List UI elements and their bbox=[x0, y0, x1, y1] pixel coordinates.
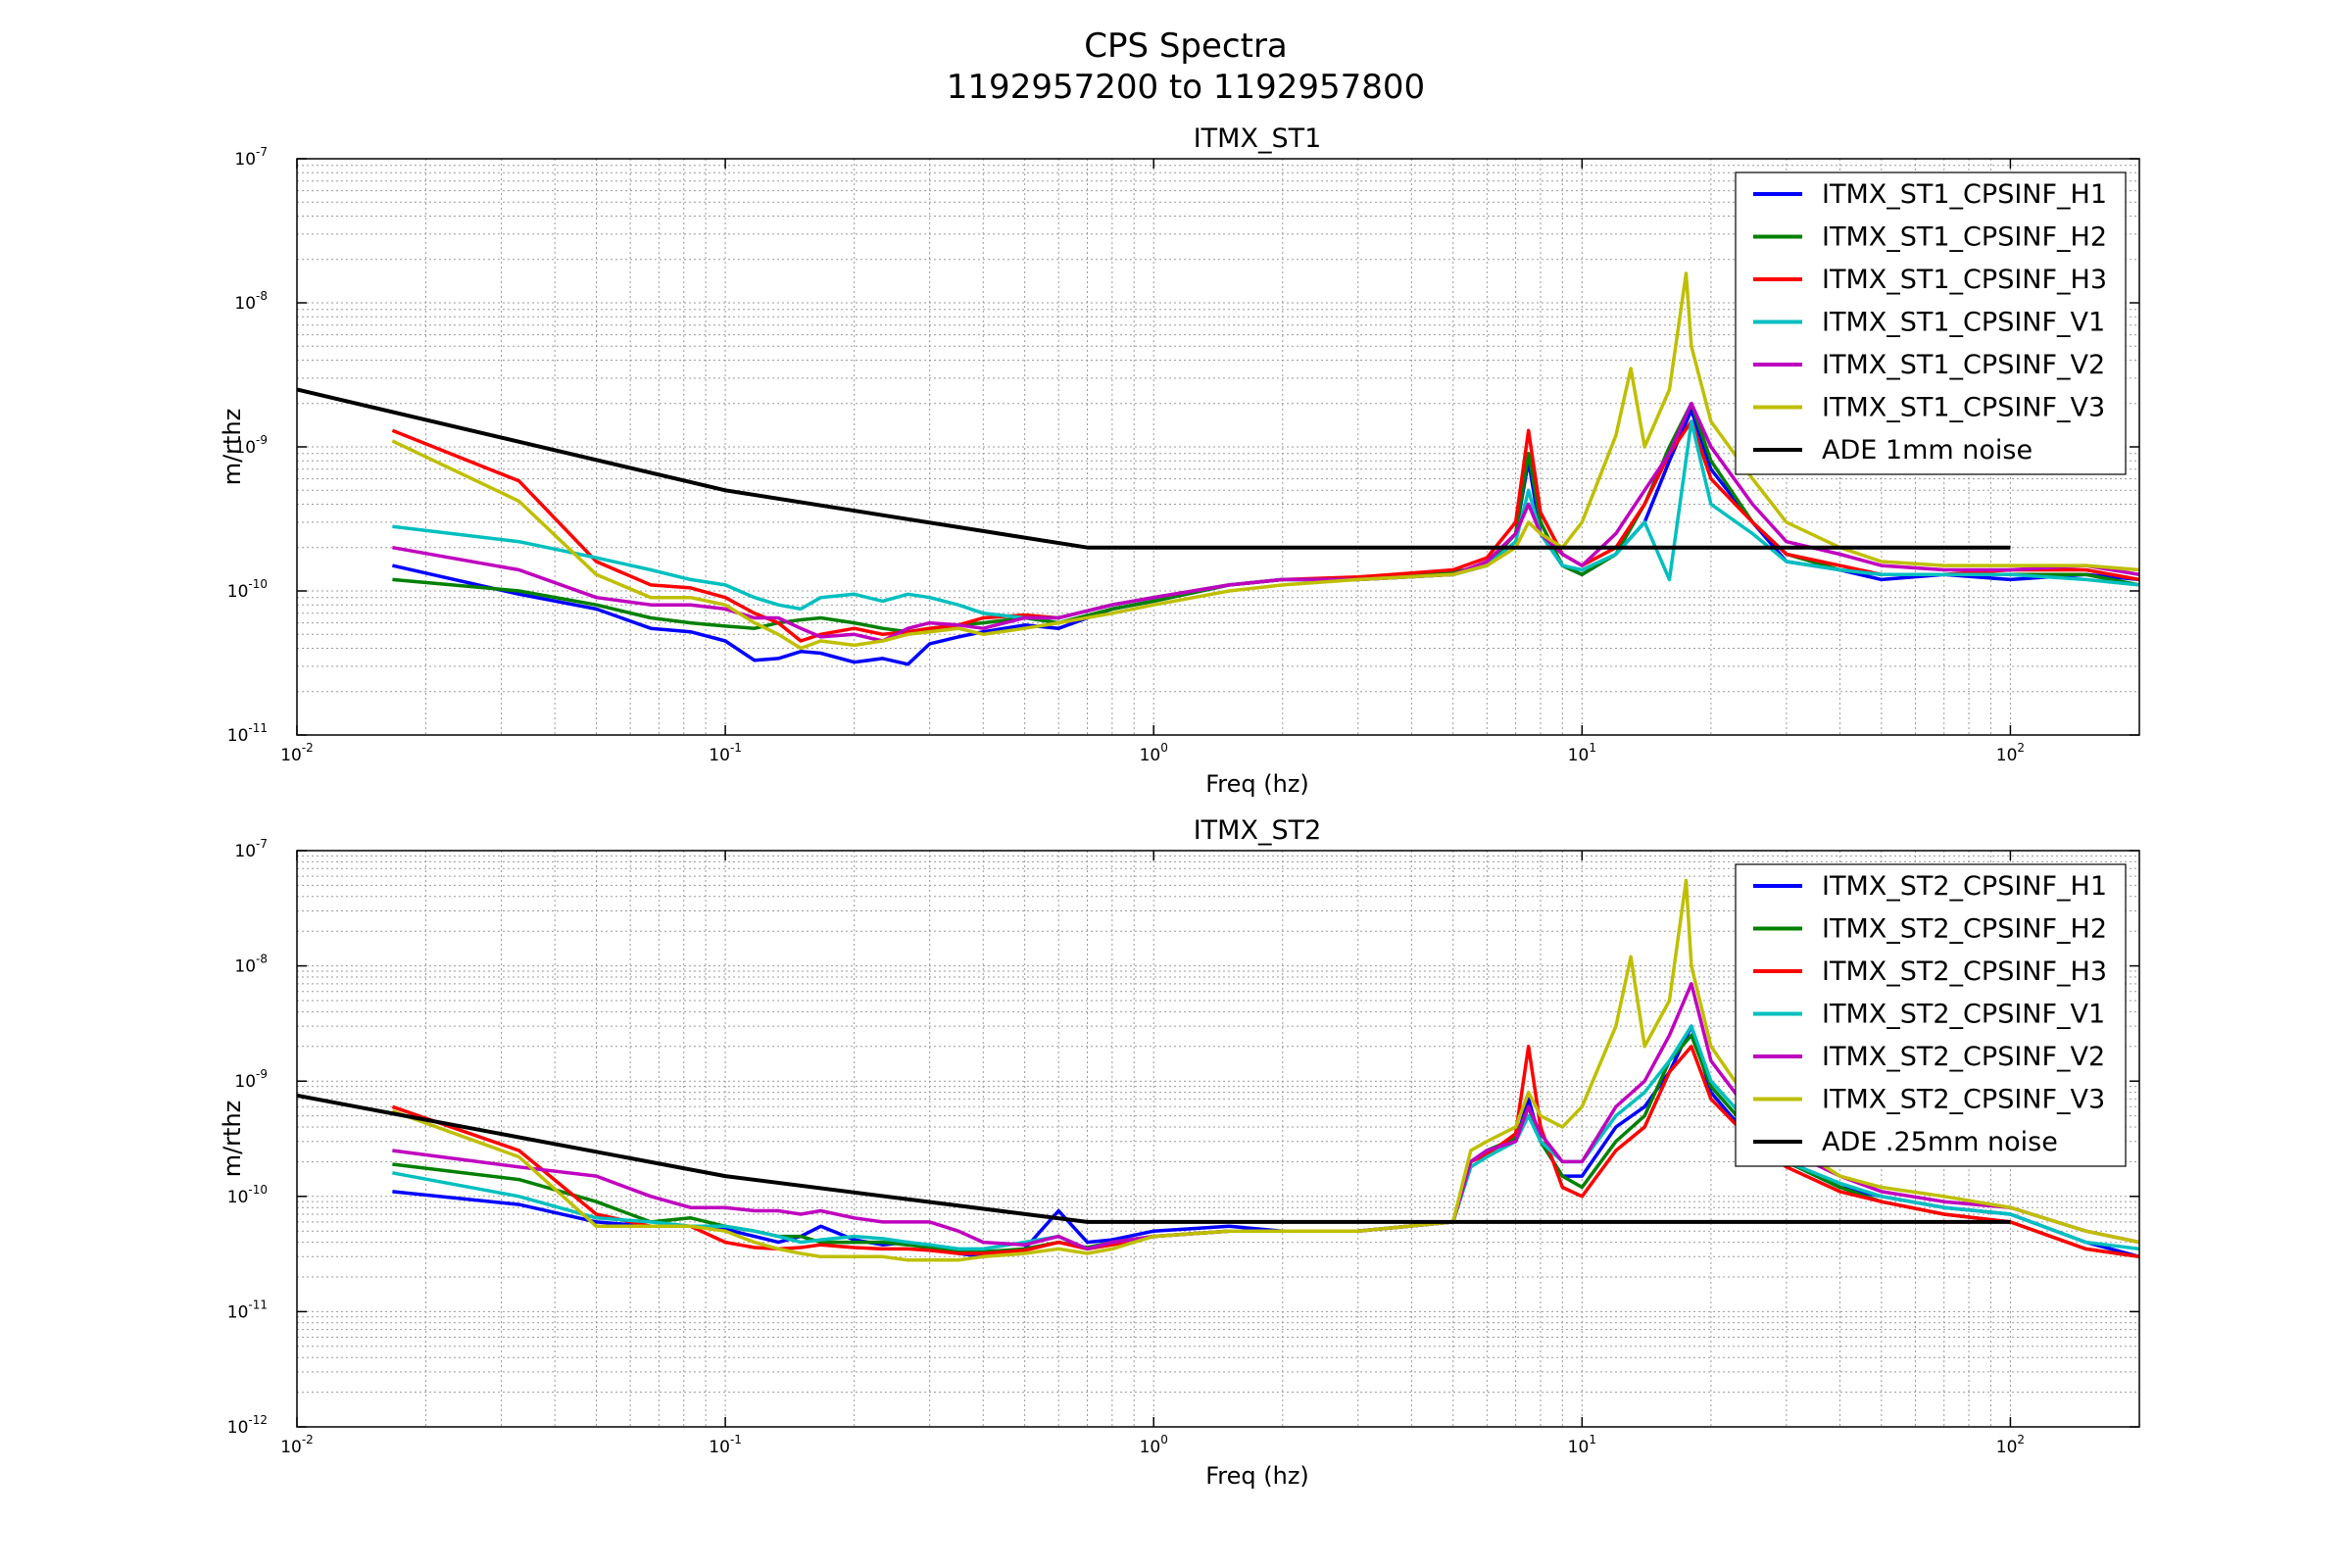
x-tick-label: 10-2 bbox=[280, 1433, 314, 1457]
legend-label: ITMX_ST2_CPSINF_V2 bbox=[1822, 1042, 2105, 1072]
x-tick-label: 101 bbox=[1568, 1433, 1596, 1457]
x-tick-label: 102 bbox=[1996, 1433, 2025, 1457]
x-tick-label: 10-1 bbox=[709, 741, 742, 765]
legend-label: ITMX_ST2_CPSINF_H3 bbox=[1822, 956, 2107, 987]
series-line-ITMX_ST1_CPSINF_V2 bbox=[392, 401, 2139, 643]
y-axis-label: m/rthz bbox=[219, 1101, 246, 1178]
figure-title: CPS Spectra bbox=[1084, 26, 1288, 66]
legend-label: ITMX_ST2_CPSINF_H2 bbox=[1822, 914, 2107, 945]
y-axis-label: m/rthz bbox=[219, 409, 246, 486]
chart-1: 10-2 10-1 100 101 102 10-11 10-10 10-9 10-8 10-7 I… bbox=[219, 123, 2140, 798]
y-tick-label: 10-7 bbox=[234, 145, 268, 170]
series-lines bbox=[297, 271, 2139, 666]
legend-label: ADE 1mm noise bbox=[1822, 435, 2033, 466]
series-line-ITMX_ST2_CPSINF_V3 bbox=[391, 878, 2139, 1262]
x-tick-label: 101 bbox=[1568, 741, 1596, 765]
figure-subtitle: 1192957200 to 1192957800 bbox=[947, 68, 1425, 107]
y-tick-label: 10-9 bbox=[234, 433, 268, 458]
y-tick-label: 10-7 bbox=[234, 837, 268, 861]
chart-2: 10-2 10-1 100 101 102 10-12 10-11 10-10 10-9 10-8… bbox=[219, 815, 2140, 1490]
x-tick-label: 100 bbox=[1140, 741, 1168, 765]
legend-label: ITMX_ST1_CPSINF_V2 bbox=[1822, 350, 2105, 380]
legend-label: ADE .25mm noise bbox=[1822, 1127, 2058, 1157]
plot-frame bbox=[296, 850, 2140, 1428]
series-line-ADE 1mm noise bbox=[297, 387, 2011, 550]
series-line-ADE .25mm noise bbox=[297, 1093, 2011, 1224]
chart-title: ITMX_ST1 bbox=[1194, 123, 1322, 154]
x-tick-label: 102 bbox=[1996, 741, 2025, 765]
legend-label: ITMX_ST2_CPSINF_V1 bbox=[1822, 1000, 2105, 1030]
x-tick-label: 10-1 bbox=[709, 1433, 742, 1457]
legend-label: ITMX_ST1_CPSINF_H3 bbox=[1822, 265, 2107, 295]
legend: ITMX_ST2_CPSINF_H1 ITMX_ST2_CPSINF_H2 ITMX… bbox=[1735, 863, 2127, 1167]
legend-label: ITMX_ST1_CPSINF_H1 bbox=[1822, 179, 2107, 210]
x-tick-label: 100 bbox=[1140, 1433, 1168, 1457]
legend-label: ITMX_ST1_CPSINF_H2 bbox=[1822, 222, 2107, 253]
legend-label: ITMX_ST2_CPSINF_H1 bbox=[1822, 871, 2107, 902]
y-tick-label: 10-11 bbox=[227, 721, 268, 746]
y-tick-label: 10-11 bbox=[227, 1298, 268, 1322]
y-tick-label: 10-8 bbox=[234, 953, 268, 977]
legend-label: ITMX_ST2_CPSINF_V3 bbox=[1822, 1085, 2105, 1115]
x-axis-label: Freq (hz) bbox=[1205, 1462, 1309, 1490]
legend: ITMX_ST1_CPSINF_H1 ITMX_ST1_CPSINF_H2 ITMX… bbox=[1735, 172, 2127, 475]
y-tick-label: 10-10 bbox=[227, 1183, 268, 1207]
grid bbox=[297, 851, 2139, 1427]
y-tick-label: 10-12 bbox=[227, 1413, 268, 1438]
y-tick-label: 10-9 bbox=[234, 1067, 268, 1092]
legend-label: ITMX_ST1_CPSINF_V1 bbox=[1822, 308, 2105, 338]
y-tick-label: 10-10 bbox=[227, 577, 268, 602]
y-tick-label: 10-8 bbox=[234, 289, 268, 314]
legend-label: ITMX_ST1_CPSINF_V3 bbox=[1822, 393, 2105, 423]
chart-title: ITMX_ST2 bbox=[1194, 815, 1322, 846]
x-tick-label: 10-2 bbox=[280, 741, 314, 765]
x-axis-label: Freq (hz) bbox=[1205, 770, 1309, 798]
